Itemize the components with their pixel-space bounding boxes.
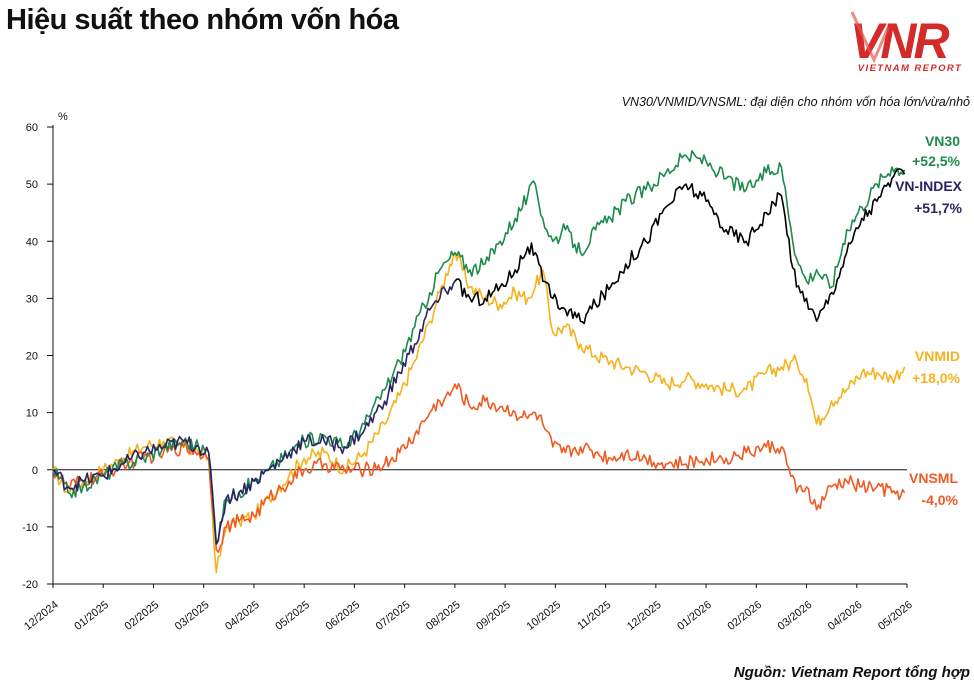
y-axis-label: % bbox=[58, 111, 68, 123]
series-value-vnmid: +18,0% bbox=[912, 370, 960, 386]
x-tick-label: 05/2026 bbox=[876, 599, 915, 633]
x-tick-label: 06/2025 bbox=[324, 599, 363, 633]
x-tick-label: 02/2026 bbox=[725, 599, 764, 633]
x-tick-label: 01/2026 bbox=[675, 599, 714, 633]
brand-subtitle: VIETNAM REPORT bbox=[857, 63, 963, 74]
x-tick-label: 07/2025 bbox=[374, 599, 413, 633]
series-end-labels: VNMID +18,0% VNSML -4,0% VN30 +52,5% VN-INDEX +… bbox=[895, 133, 963, 508]
series-line-vn30 bbox=[52, 150, 906, 545]
series-line-vn-index bbox=[52, 280, 456, 545]
chart-note: VN30/VNMID/VNSML: đại diện cho nhóm vốn … bbox=[621, 95, 970, 109]
x-tick-label: 08/2025 bbox=[424, 599, 463, 633]
x-tick-label: 04/2025 bbox=[223, 599, 262, 633]
x-tick-label: 12/2024 bbox=[22, 599, 61, 633]
y-tick-label: 0 bbox=[32, 465, 38, 477]
y-tick-label: 20 bbox=[26, 351, 38, 363]
y-tick-label: 40 bbox=[26, 236, 38, 248]
chart-source: Nguồn: Vietnam Report tổng hợp bbox=[733, 664, 970, 681]
y-tick-label: -10 bbox=[22, 522, 38, 534]
series-name-vn30: VN30 bbox=[925, 133, 960, 149]
series-value-vn30: +52,5% bbox=[912, 153, 960, 169]
x-tick-label: 04/2026 bbox=[826, 599, 865, 633]
series-lines bbox=[52, 150, 906, 574]
x-tick-label: 02/2025 bbox=[123, 599, 162, 633]
x-tick-label: 01/2025 bbox=[72, 599, 111, 633]
series-name-vnmid: VNMID bbox=[915, 348, 960, 364]
series-line-vnmid bbox=[52, 251, 906, 574]
series-line-index-continuation bbox=[454, 168, 906, 325]
vnr-logo-text: VNR bbox=[850, 13, 949, 69]
x-tick-label: 03/2025 bbox=[173, 599, 212, 633]
series-value-vnsml: -4,0% bbox=[921, 492, 958, 508]
y-tick-label: 30 bbox=[26, 293, 38, 305]
y-tick-label: -20 bbox=[22, 579, 38, 591]
series-name-vn-index: VN-INDEX bbox=[895, 178, 963, 194]
axes: % 60 50 40 30 20 10 0 -10 -20 12/2024 01/2025 02/202… bbox=[22, 111, 915, 633]
x-tick-label: 11/2025 bbox=[575, 599, 613, 632]
y-tick-label: 10 bbox=[26, 408, 38, 420]
series-name-vnsml: VNSML bbox=[909, 470, 958, 486]
y-tick-label: 60 bbox=[26, 122, 38, 134]
x-tick-label: 09/2025 bbox=[474, 599, 513, 633]
series-value-vn-index: +51,7% bbox=[914, 200, 962, 216]
x-tick-label: 10/2025 bbox=[524, 599, 563, 633]
x-tick-label: 05/2025 bbox=[273, 599, 312, 633]
series-line-vnsml bbox=[52, 382, 906, 554]
y-tick-label: 50 bbox=[26, 179, 38, 191]
vnr-logo: VNR bbox=[850, 11, 952, 69]
x-tick-label: 03/2026 bbox=[776, 599, 815, 633]
x-tick-label: 12/2025 bbox=[625, 599, 664, 633]
chart-title: Hiệu suất theo nhóm vốn hóa bbox=[6, 4, 399, 36]
